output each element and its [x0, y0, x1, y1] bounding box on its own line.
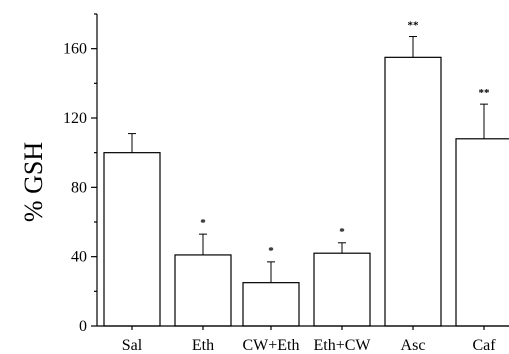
bar-eth [174, 254, 232, 327]
significance-marker: * [268, 245, 274, 257]
bar-asc [384, 56, 442, 327]
y-tick-label: 160 [63, 41, 87, 58]
x-tick-label: Eth [192, 337, 214, 354]
significance-marker: * [200, 217, 206, 229]
y-ticks: 0 40 80 120 160 [63, 13, 97, 335]
x-tick-label: Sal [122, 337, 143, 354]
y-tick-label: 120 [63, 110, 87, 127]
axes [96, 14, 509, 327]
bar-eth-cw [313, 252, 371, 327]
x-tick-label: Asc [401, 337, 426, 354]
bar-sal [103, 152, 161, 327]
significance-marker: ** [479, 87, 491, 99]
bar-caf [455, 138, 509, 327]
x-tick-label: CW+Eth [242, 337, 299, 354]
significance-marker: * [339, 226, 345, 238]
y-tick-label: 40 [71, 249, 87, 266]
x-tick-label: Eth+CW [313, 337, 371, 354]
y-tick-label: 0 [79, 318, 87, 335]
x-category-labels: Sal Eth CW+Eth Eth+CW Asc Caf [122, 326, 496, 354]
bar-cw-eth [242, 282, 300, 327]
bars-layer: ******* [103, 20, 509, 327]
y-tick-label: 80 [71, 179, 87, 196]
y-axis-label: % GSH [19, 142, 48, 222]
significance-marker: ** [408, 20, 420, 32]
x-tick-label: Caf [472, 337, 496, 354]
